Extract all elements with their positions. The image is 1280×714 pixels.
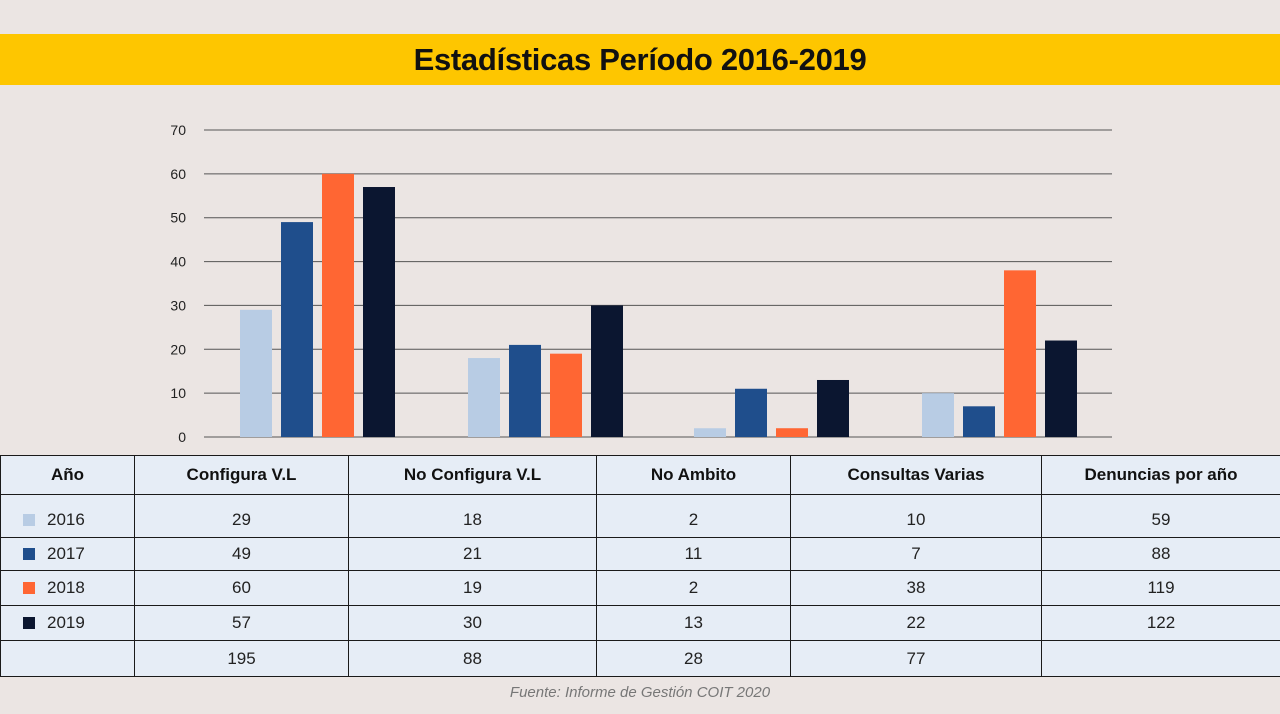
table-cell: 122 xyxy=(1041,605,1280,641)
header-consultas: Consultas Varias xyxy=(790,455,1042,495)
y-tick-label: 30 xyxy=(170,297,186,313)
table-cell: 30 xyxy=(348,605,597,641)
y-tick-label: 50 xyxy=(170,210,186,226)
bar-2018-consultas-varias xyxy=(1004,270,1036,437)
table-cell: 11 xyxy=(596,537,791,571)
table-cell xyxy=(0,640,135,677)
y-tick-label: 70 xyxy=(170,122,186,138)
year-label: 2018 xyxy=(47,577,85,597)
table-row: 2017 49 21 11 7 88 xyxy=(0,537,1280,571)
table-cell: 60 xyxy=(134,570,349,606)
bar-2018-no-configura-v-l xyxy=(550,353,582,437)
bar-2017-configura-v-l xyxy=(281,222,313,437)
table-cell: 57 xyxy=(134,605,349,641)
table-cell: 49 xyxy=(134,537,349,571)
header-configura: Configura V.L xyxy=(134,455,349,495)
table-cell: 88 xyxy=(1041,537,1280,571)
table-cell: 2 xyxy=(596,494,791,538)
year-label: 2017 xyxy=(47,543,85,563)
legend-swatch-2016 xyxy=(23,513,35,526)
bar-2016-no-ambito xyxy=(694,428,726,437)
header-no-ambito: No Ambito xyxy=(596,455,791,495)
table-cell: 59 xyxy=(1041,494,1280,538)
table-cell: 7 xyxy=(790,537,1042,571)
table-cell: 2 xyxy=(596,570,791,606)
legend-swatch-2018 xyxy=(23,581,35,594)
totals-row: 195 88 28 77 xyxy=(0,640,1280,677)
bar-2016-consultas-varias xyxy=(922,393,954,437)
table-cell: 21 xyxy=(348,537,597,571)
table-cell: 29 xyxy=(134,494,349,538)
bar-2016-configura-v-l xyxy=(240,309,272,437)
total-cell: 77 xyxy=(790,640,1042,677)
table-row: 2019 57 30 13 22 122 xyxy=(0,605,1280,641)
header-no-configura: No Configura V.L xyxy=(348,455,597,495)
page-title: Estadísticas Período 2016-2019 xyxy=(413,41,867,77)
table-row: 2016 29 18 2 10 59 xyxy=(0,494,1280,538)
legend-swatch-2017 xyxy=(23,547,35,560)
total-cell: 28 xyxy=(596,640,791,677)
table-cell: 18 xyxy=(348,494,597,538)
bar-2019-no-ambito xyxy=(817,379,849,437)
table-cell: 13 xyxy=(596,605,791,641)
year-cell: 2016 xyxy=(0,494,135,538)
y-tick-label: 0 xyxy=(178,429,186,445)
table-cell: 19 xyxy=(348,570,597,606)
bar-2017-consultas-varias xyxy=(963,406,995,437)
year-cell: 2017 xyxy=(0,537,135,571)
bar-2019-no-configura-v-l xyxy=(591,305,623,437)
data-table: Año Configura V.L No Configura V.L No Am… xyxy=(0,455,1280,677)
legend-swatch-2019 xyxy=(23,616,35,629)
table-cell: 10 xyxy=(790,494,1042,538)
bar-2019-configura-v-l xyxy=(363,187,395,437)
y-tick-label: 10 xyxy=(170,385,186,401)
y-tick-label: 40 xyxy=(170,254,186,270)
source-note: Fuente: Informe de Gestión COIT 2020 xyxy=(509,684,771,701)
bar-2018-configura-v-l xyxy=(322,173,354,437)
total-cell: 195 xyxy=(134,640,349,677)
year-cell: 2018 xyxy=(0,570,135,606)
table-cell: 38 xyxy=(790,570,1042,606)
bar-2019-consultas-varias xyxy=(1045,340,1077,437)
table-cell: 22 xyxy=(790,605,1042,641)
y-tick-label: 20 xyxy=(170,341,186,357)
header-denuncias: Denuncias por año xyxy=(1041,455,1280,495)
bar-2018-no-ambito xyxy=(776,428,808,437)
title-band: Estadísticas Período 2016-2019 xyxy=(0,34,1280,85)
total-cell: 88 xyxy=(348,640,597,677)
year-label: 2019 xyxy=(47,612,85,632)
bar-2017-no-configura-v-l xyxy=(509,344,541,437)
header-year: Año xyxy=(0,455,135,495)
bar-2016-no-configura-v-l xyxy=(468,358,500,437)
y-tick-label: 60 xyxy=(170,166,186,182)
bar-2017-no-ambito xyxy=(735,388,767,437)
table-header-row: Año Configura V.L No Configura V.L No Am… xyxy=(0,455,1280,495)
year-label: 2016 xyxy=(47,509,85,529)
year-cell: 2019 xyxy=(0,605,135,641)
table-cell xyxy=(1041,640,1280,677)
table-cell: 119 xyxy=(1041,570,1280,606)
table-row: 2018 60 19 2 38 119 xyxy=(0,570,1280,606)
bar-chart: 0 10 20 30 40 50 60 70 xyxy=(170,122,1112,445)
